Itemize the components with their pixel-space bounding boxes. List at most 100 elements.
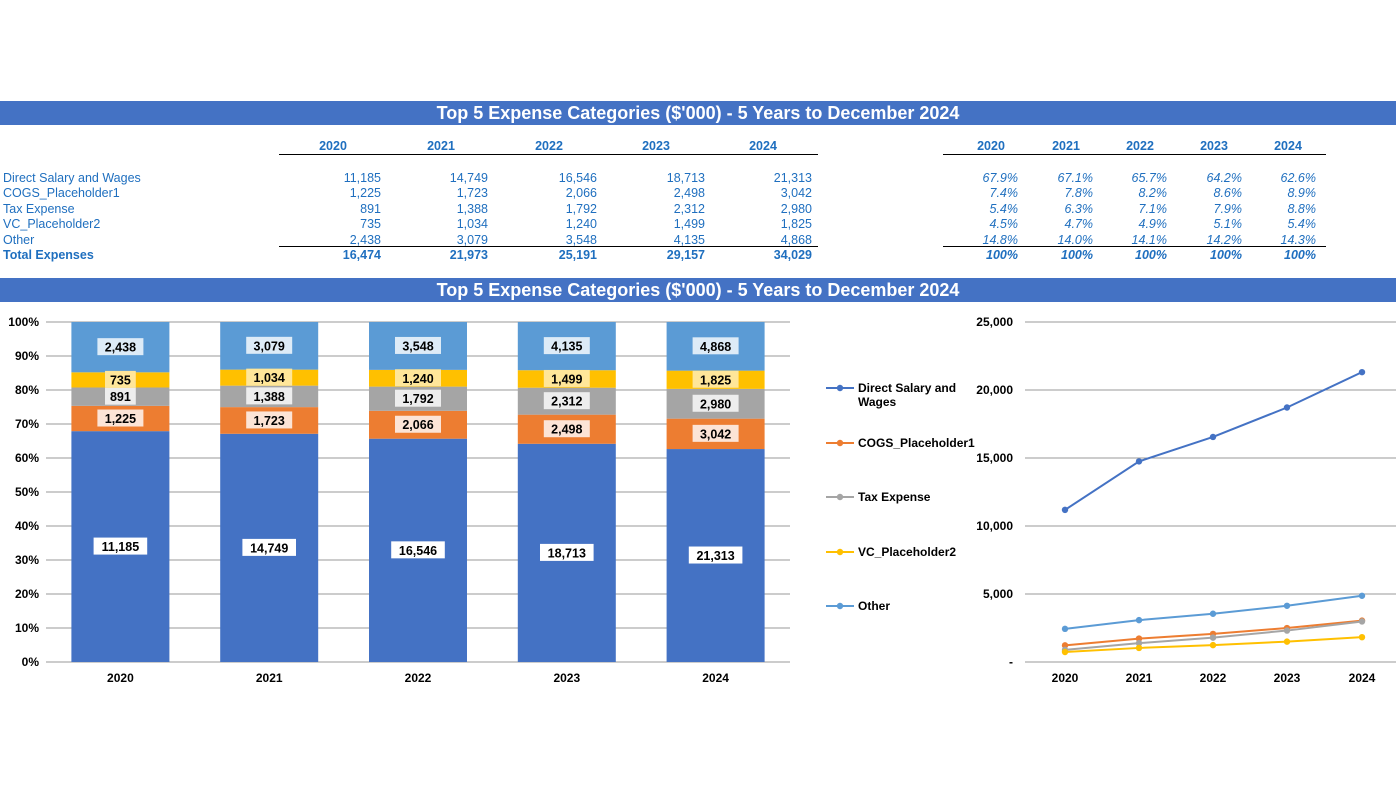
- x-tick-label: 2024: [702, 671, 729, 685]
- total-label: Total Expenses: [3, 248, 94, 262]
- table-cell: 1,225: [349, 186, 381, 200]
- y-tick-label: 70%: [15, 417, 39, 431]
- x-tick-label: 2021: [256, 671, 283, 685]
- total-pct-cell: 100%: [1061, 248, 1093, 262]
- x-tick-label: 2022: [405, 671, 432, 685]
- pct-cell: 7.9%: [1213, 202, 1243, 216]
- table-cell: 3,079: [456, 233, 488, 247]
- table-cell: 1,034: [456, 217, 488, 231]
- y-tick-label: 20,000: [976, 383, 1013, 397]
- y-tick-label: 20%: [15, 587, 39, 601]
- data-label-box: [391, 541, 445, 559]
- pct-cell: 5.4%: [989, 202, 1019, 216]
- data-label-box: [242, 538, 296, 556]
- table-cell: 18,713: [666, 171, 705, 185]
- y-tick-label: 90%: [15, 349, 39, 363]
- data-label: 3,548: [402, 339, 433, 353]
- row-label: Direct Salary and Wages: [3, 171, 141, 185]
- pct-cell: 8.2%: [1138, 186, 1168, 200]
- total-pct-cell: 100%: [986, 248, 1018, 262]
- x-tick-label: 2023: [553, 671, 580, 685]
- row-label: VC_Placeholder2: [3, 217, 101, 231]
- pct-year-header: 2024: [1274, 139, 1302, 153]
- legend-label: Tax Expense: [858, 490, 931, 504]
- data-label: 3,079: [254, 339, 285, 353]
- series-point: [1283, 627, 1291, 634]
- data-label-box: [692, 394, 739, 412]
- data-label: 1,792: [402, 392, 433, 406]
- total-cell: 21,973: [449, 248, 488, 262]
- series-point: [1209, 634, 1217, 641]
- total-rule: [279, 246, 818, 247]
- data-label-box: [395, 369, 441, 387]
- pct-cell: 7.8%: [1064, 186, 1094, 200]
- table-cell: 4,135: [673, 233, 705, 247]
- series-point: [1283, 638, 1291, 645]
- table-cell: 735: [360, 217, 381, 231]
- table-cell: 2,066: [565, 186, 597, 200]
- table-cell: 11,185: [343, 171, 381, 185]
- data-label-box: [395, 389, 441, 407]
- series-point: [1283, 404, 1291, 411]
- data-label-box: [543, 420, 590, 438]
- table-cell: 16,546: [558, 171, 597, 185]
- data-label-box: [97, 338, 144, 356]
- table-cell: 2,498: [673, 186, 705, 200]
- data-label-box: [105, 370, 136, 388]
- pct-year-header: 2020: [977, 139, 1005, 153]
- pct-cell: 6.3%: [1064, 202, 1094, 216]
- expense-line-chart: - 5,000 10,000 15,000 20,000 25,000 2020 2021 20…: [826, 315, 1396, 685]
- table-cell: 21,313: [773, 171, 812, 185]
- total-pct-cell: 100%: [1284, 248, 1316, 262]
- pct-cell: 64.2%: [1206, 171, 1242, 185]
- total-pct-cell: 100%: [1210, 248, 1242, 262]
- table-cell: 4,868: [780, 233, 812, 247]
- data-label: 3,042: [700, 427, 731, 441]
- data-label: 1,499: [551, 372, 582, 386]
- pct-cell: 14.8%: [982, 233, 1018, 247]
- series-point: [1135, 458, 1143, 465]
- row-label: COGS_Placeholder1: [3, 186, 120, 200]
- series-point: [1358, 592, 1366, 599]
- year-header: 2024: [749, 139, 777, 153]
- y-tick-label: 50%: [15, 485, 39, 499]
- data-label: 891: [110, 390, 131, 404]
- total-cell: 34,029: [773, 248, 812, 262]
- data-label-box: [246, 387, 293, 405]
- pct-cell: 65.7%: [1131, 171, 1167, 185]
- data-label-box: [395, 336, 441, 354]
- data-label-box: [246, 336, 293, 354]
- data-label-box: [105, 387, 136, 405]
- series-point: [1061, 648, 1069, 656]
- year-header: 2022: [535, 139, 563, 153]
- y-tick-label: 25,000: [976, 315, 1013, 329]
- table-cell: 1,825: [780, 217, 812, 231]
- data-label: 18,713: [548, 546, 586, 560]
- pct-cell: 14.3%: [1280, 233, 1316, 247]
- chart-title-banner: Top 5 Expense Categories ($'000) - 5 Yea…: [0, 278, 1396, 302]
- total-cell: 29,157: [666, 248, 705, 262]
- y-tick-label: 100%: [8, 315, 39, 329]
- table-cell: 1,499: [673, 217, 705, 231]
- pct-cell: 5.1%: [1213, 217, 1243, 231]
- x-tick-label: 2022: [1200, 671, 1227, 685]
- total-pct-cell: 100%: [1135, 248, 1167, 262]
- data-label-box: [246, 368, 293, 386]
- y-tick-label: 60%: [15, 451, 39, 465]
- data-label-box: [692, 424, 739, 442]
- series-line: [1064, 371, 1363, 511]
- pct-header-rule: [943, 154, 1326, 155]
- data-label-box: [246, 411, 293, 429]
- data-label-box: [692, 337, 739, 355]
- data-label: 1,034: [254, 371, 285, 385]
- y-tick-label: 30%: [15, 553, 39, 567]
- data-label-box: [395, 415, 441, 433]
- y-tick-label: 5,000: [983, 587, 1013, 601]
- legend-swatch-point: [836, 493, 844, 501]
- year-header: 2021: [427, 139, 455, 153]
- y-tick-label: 10%: [15, 621, 39, 635]
- pct-cell: 8.9%: [1287, 186, 1317, 200]
- table-cell: 891: [360, 202, 381, 216]
- y-tick-label: -: [1009, 655, 1013, 669]
- series-point: [1135, 635, 1143, 642]
